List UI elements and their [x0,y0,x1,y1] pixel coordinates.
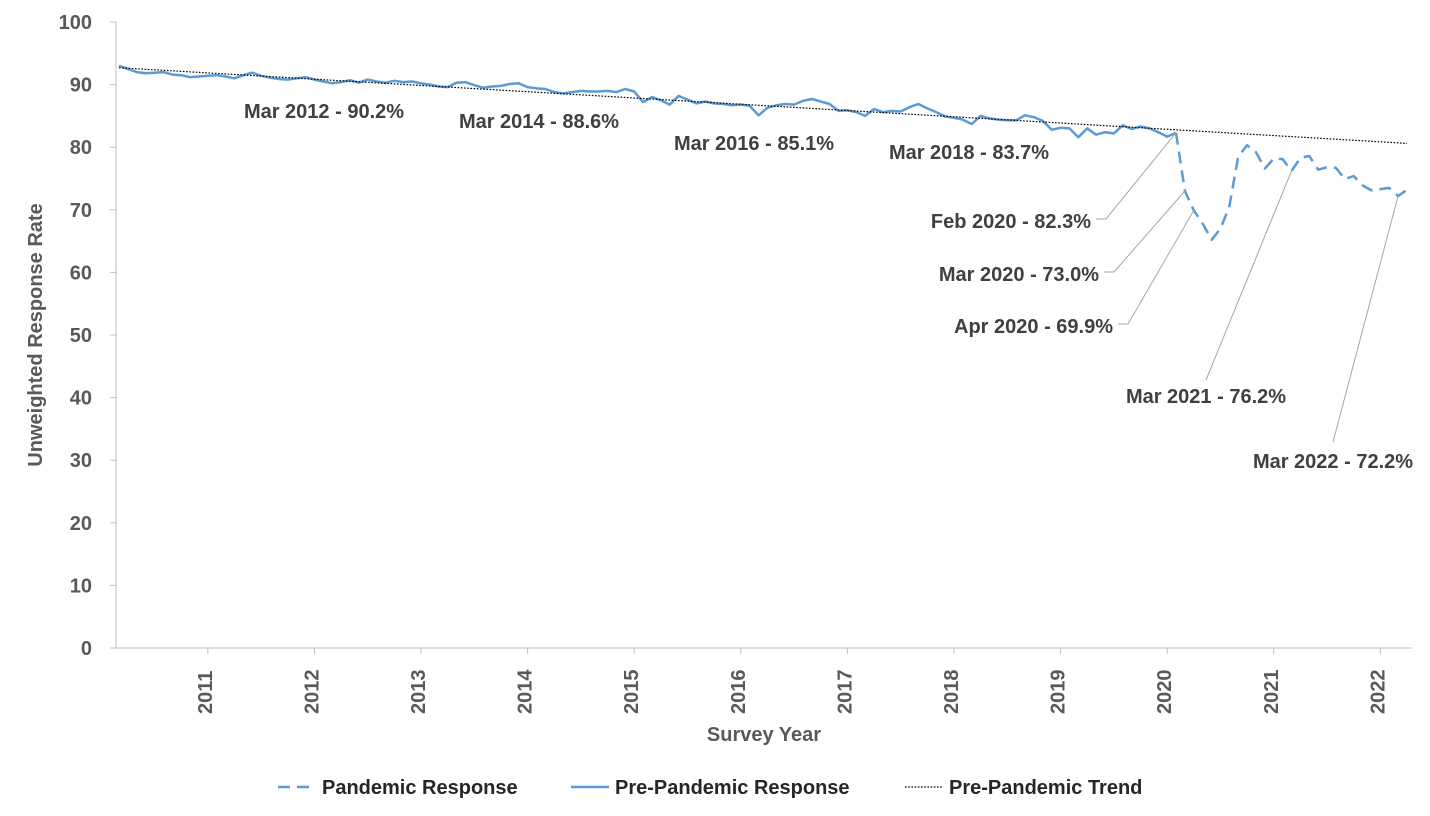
annotation-leader-line [1104,190,1186,273]
annotation-label: Mar 2012 - 90.2% [244,101,404,123]
series-line-pre-pandemic-trend [118,67,1408,144]
annotation-leaders [1096,132,1399,443]
annotation-label: Mar 2014 - 88.6% [459,111,619,133]
x-tick-label: 2013 [408,670,430,715]
y-tick-label: 60 [70,262,92,284]
y-tick-label: 30 [70,450,92,472]
x-axis-ticks: 2011 2012 2013 2014 2015 2016 2017 2018 2019 2020… [195,648,1389,715]
x-tick-label: 2012 [301,670,323,715]
annotation-label: Mar 2016 - 85.1% [674,133,834,155]
y-axis-ticks: 0 10 20 30 40 50 60 70 80 90 100 [59,12,116,660]
legend-label: Pre-Pandemic Trend [949,777,1142,799]
annotation-label: Apr 2020 - 69.9% [954,316,1113,338]
y-tick-label: 90 [70,75,92,97]
series-line-pandemic-response [1174,132,1408,242]
y-tick-label: 80 [70,137,92,159]
x-tick-label: 2018 [941,670,963,715]
y-tick-label: 40 [70,388,92,410]
x-tick-label: 2017 [834,670,856,715]
legend-label: Pre-Pandemic Response [615,777,850,799]
y-tick-label: 0 [81,638,92,660]
y-tick-label: 100 [59,12,92,34]
annotation-label: Mar 2022 - 72.2% [1253,451,1413,473]
annotation-leader-line [1332,195,1399,443]
x-tick-label: 2021 [1261,670,1283,715]
annotation-leader-line [1118,210,1195,325]
x-tick-label: 2011 [195,671,217,714]
y-tick-label: 50 [70,325,92,347]
y-tick-label: 10 [70,575,92,597]
legend: Pandemic Response Pre-Pandemic Response Pr… [278,777,1142,799]
annotation-label: Feb 2020 - 82.3% [931,211,1091,233]
x-tick-label: 2020 [1154,670,1176,715]
x-tick-label: 2015 [621,670,643,715]
x-tick-label: 2019 [1048,670,1070,715]
annotation-label: Mar 2020 - 73.0% [939,264,1099,286]
x-tick-label: 2014 [515,669,537,714]
x-axis-title: Survey Year [707,724,821,746]
annotation-leader-line [1205,170,1292,381]
series-layer [118,64,1408,242]
legend-label: Pandemic Response [322,777,518,799]
x-tick-label: 2022 [1367,670,1389,715]
y-tick-label: 20 [70,513,92,535]
x-tick-label: 2016 [728,670,750,715]
annotation-leader-line [1096,132,1177,220]
y-tick-label: 70 [70,200,92,222]
annotation-label: Mar 2018 - 83.7% [889,142,1049,164]
annotation-label: Mar 2021 - 76.2% [1126,386,1286,408]
y-axis-title: Unweighted Response Rate [25,203,47,466]
annotations: Mar 2012 - 90.2% Mar 2014 - 88.6% Mar 2016… [244,101,1413,473]
